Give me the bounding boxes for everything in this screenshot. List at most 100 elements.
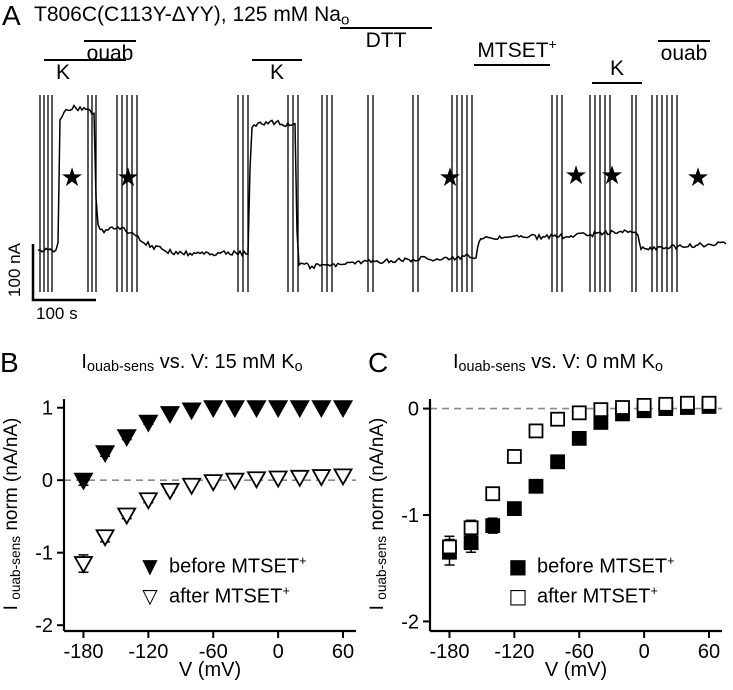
data-point (701, 395, 717, 411)
panel-c-legend: ■ before MTSET+ □ after MTSET+ (506, 551, 675, 611)
panel-b-legend: ▼ before MTSET+ ▽ after MTSET+ (138, 551, 307, 611)
series-before (73, 400, 354, 491)
x-tick-label: 60 (698, 641, 720, 663)
data-point (571, 405, 587, 421)
data-point (95, 529, 116, 548)
data-point (138, 492, 159, 511)
data-point (73, 556, 94, 574)
application-bar (592, 82, 642, 85)
filled-square-marker-icon: ■ (508, 554, 528, 578)
panel-c-xlabel: V (mV) (544, 659, 608, 681)
application-label-ouab2: ouab (658, 40, 710, 65)
legend-label: before MTSET+ (537, 553, 675, 578)
y-tick-label: -1 (401, 505, 419, 527)
data-point (224, 472, 245, 491)
legend-label: before MTSET+ (169, 553, 307, 578)
data-point (485, 518, 501, 534)
data-point (116, 429, 137, 448)
data-point (203, 474, 224, 492)
data-point (159, 482, 181, 501)
data-point (203, 400, 224, 419)
data-point (268, 470, 289, 489)
data-point (268, 400, 289, 419)
y-tick-label: 1 (42, 398, 53, 420)
application-bar (658, 40, 710, 42)
panel-a: A T806C(C113Y-ΔYY), 125 mM Nao K ouab K … (2, 0, 727, 323)
data-point (332, 468, 354, 487)
x-tick-label: -180 (63, 641, 103, 663)
time-scale-label: 100 s (36, 304, 78, 323)
data-point (506, 449, 522, 464)
red-star-icon: ★ (438, 162, 461, 192)
data-point (332, 400, 354, 419)
data-point (224, 400, 245, 419)
event-stars: ★ ★ ★ ★ ★ ★ (60, 160, 709, 192)
data-point (73, 472, 94, 491)
red-star-icon: ★ (564, 160, 587, 190)
data-point (506, 501, 522, 517)
data-point (593, 415, 609, 430)
red-star-icon: ★ (686, 162, 709, 192)
application-label-mtset: MTSET+ (474, 37, 560, 67)
data-point (593, 402, 609, 418)
scatter-plot-c: -180 -120 -60 0 60 0 -1 -2 (401, 395, 722, 663)
x-tick-label: -60 (565, 641, 594, 663)
x-tick-label: 0 (639, 641, 650, 663)
current-trace-plot: ★ ★ ★ ★ ★ ★ (31, 95, 727, 302)
black-star-icon: ★ (60, 162, 83, 192)
y-tick-label: 0 (408, 399, 419, 421)
data-point (485, 486, 501, 502)
data-point (636, 397, 652, 413)
panel-b-title: Iouab-sens vs. V: 15 mM Ko (81, 351, 303, 376)
legend-label: after MTSET+ (169, 583, 290, 608)
series-after (73, 468, 354, 574)
filled-triangle-marker-icon: ▼ (142, 554, 158, 578)
data-point (138, 414, 159, 433)
application-bar (474, 64, 550, 67)
panel-c-label: C (368, 347, 389, 378)
legend-item: ■ before MTSET+ (506, 551, 675, 581)
data-point (679, 395, 695, 411)
series-after (442, 395, 717, 559)
data-point (311, 400, 332, 419)
axes: -180 -120 -60 0 60 1 0 -1 -2 (35, 398, 356, 663)
open-triangle-marker-icon: ▽ (142, 584, 158, 608)
y-tick-label: -2 (401, 611, 419, 633)
x-tick-label: 60 (332, 641, 354, 663)
panel-c: C Iouab-sens vs. V: 0 mM Ko I ouab-sens … (366, 345, 733, 690)
application-bar (340, 27, 432, 29)
data-point (528, 423, 544, 439)
data-point (615, 400, 630, 415)
data-point (95, 445, 116, 463)
y-tick-label: -2 (35, 615, 53, 637)
data-point (442, 539, 457, 555)
data-point (116, 507, 137, 526)
current-trace (37, 104, 727, 270)
data-point (181, 402, 202, 421)
x-tick-label: -120 (128, 641, 168, 663)
data-point (181, 477, 202, 496)
series-before (442, 399, 717, 566)
application-bar (84, 40, 136, 42)
legend-item: ▽ after MTSET+ (138, 581, 307, 611)
application-bar (252, 59, 302, 61)
data-point (289, 400, 310, 419)
data-point (528, 478, 544, 494)
panel-b: B Iouab-sens vs. V: 15 mM Ko I ouab-sens… (0, 345, 366, 690)
application-bar (44, 59, 126, 61)
scatter-plot-b: -180 -120 -60 0 60 1 0 -1 -2 (35, 398, 356, 663)
panel-a-label: A (2, 0, 21, 31)
data-point (658, 396, 674, 412)
panel-a-title: T806C(C113Y-ΔYY), 125 mM Nao (34, 3, 350, 29)
x-tick-label: -180 (429, 641, 469, 663)
application-label-k1: K (44, 59, 126, 84)
panel-c-title: Iouab-sens vs. V: 0 mM Ko (452, 351, 664, 376)
black-star-icon: ★ (116, 162, 139, 192)
application-label-dtt: DTT (340, 27, 432, 52)
black-star-icon: ★ (600, 160, 623, 190)
data-point (463, 520, 479, 536)
x-tick-label: -60 (199, 641, 228, 663)
y-tick-label: -1 (35, 543, 53, 565)
panel-b-label: B (0, 347, 19, 378)
